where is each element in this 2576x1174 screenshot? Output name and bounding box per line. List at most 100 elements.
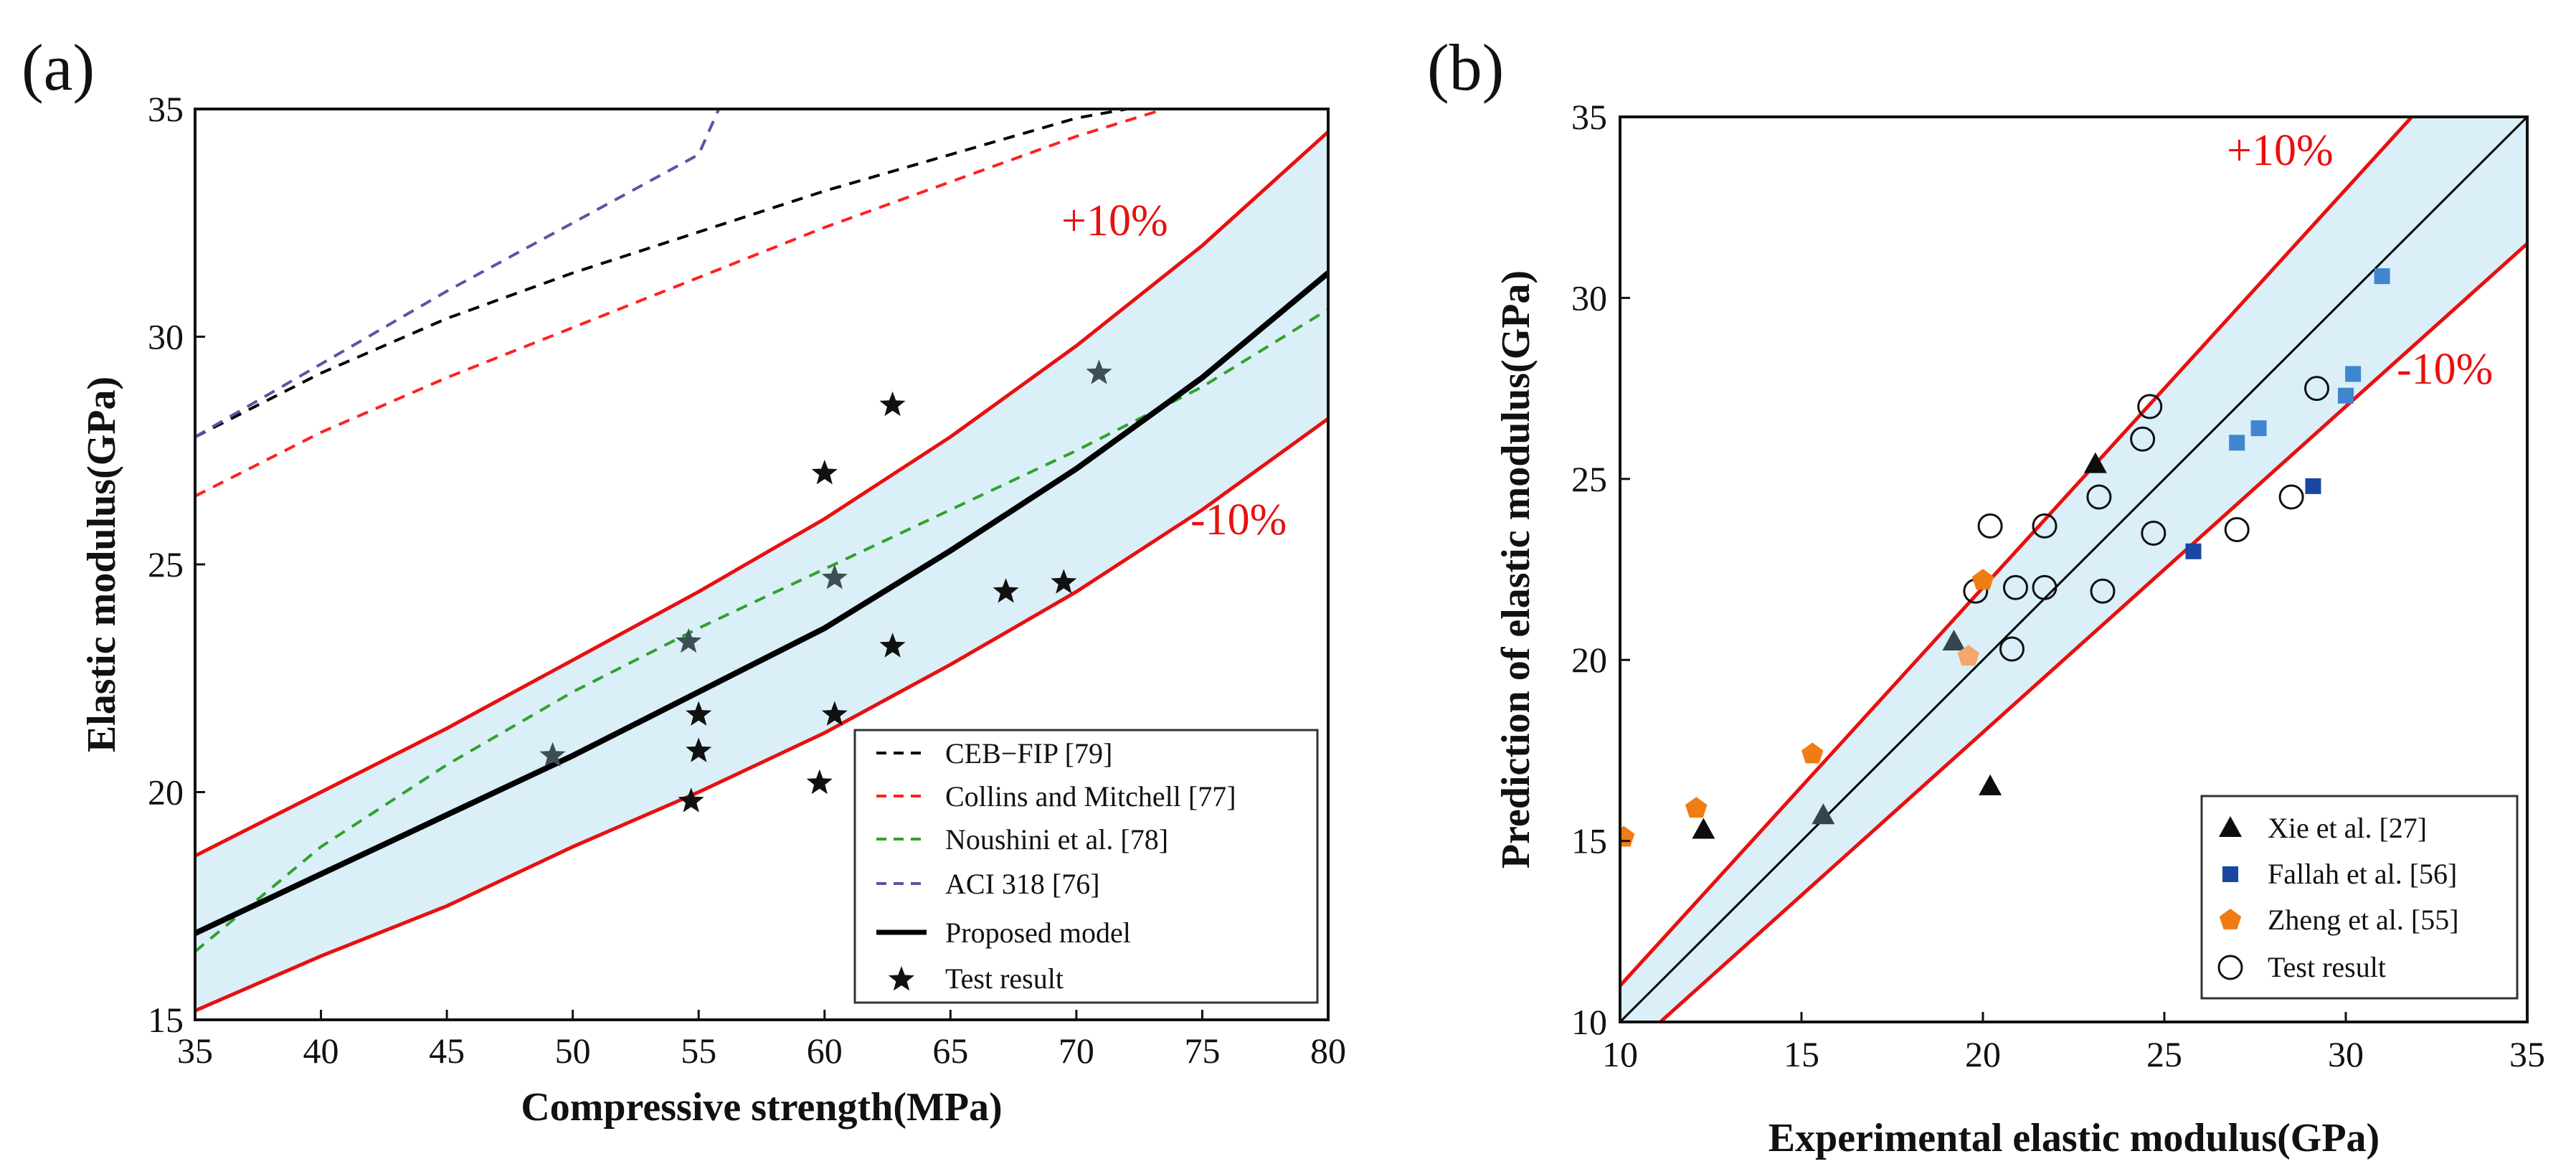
square-icon xyxy=(2222,866,2238,882)
triangle-icon xyxy=(2219,816,2242,837)
fallah-square xyxy=(2305,478,2321,494)
y-axis-title-b: Prediction of elastic modulus(GPa) xyxy=(1494,270,1538,868)
error-band-fill xyxy=(195,131,1328,1011)
scatter-points xyxy=(1620,268,2390,847)
y-tick-label-b: 10 xyxy=(1571,1002,1607,1042)
minus-10-percent-line xyxy=(195,417,1328,1013)
reference-line xyxy=(1620,117,2527,1022)
test-result-circle xyxy=(2278,484,2304,510)
test-result-points xyxy=(539,359,1112,813)
star-icon xyxy=(888,966,915,991)
x-tick-label-a: 65 xyxy=(932,1031,968,1071)
test-result-star xyxy=(676,628,702,653)
test-result-star xyxy=(686,737,712,762)
legend-label-test-result-a: Test result xyxy=(945,962,1064,995)
test-result-star xyxy=(879,633,906,658)
x-tick-label-a: 60 xyxy=(807,1031,843,1071)
panel-b-tag: (b) xyxy=(1427,31,1504,104)
fallah-square xyxy=(2250,420,2267,437)
zheng-pentagon xyxy=(1620,825,1635,847)
y-tick-label-b: 25 xyxy=(1571,459,1607,499)
test-result-star xyxy=(678,787,704,813)
test-result-circle xyxy=(1977,513,2003,539)
plus-10-percent-line-b xyxy=(1620,117,2415,988)
x-tick-label-b: 30 xyxy=(2328,1034,2364,1074)
y-axis-title-a: Elastic modulus(GPa) xyxy=(80,377,124,752)
test-result-star xyxy=(821,564,848,590)
y-tick-label-a: 30 xyxy=(148,317,184,357)
x-tick-label-a: 45 xyxy=(429,1031,465,1071)
x-ticks-b: 10 15 20 25 30 35 xyxy=(1602,1012,2545,1074)
test-result-star xyxy=(993,578,1019,603)
test-result-circle xyxy=(2137,394,2163,420)
xie-triangle xyxy=(2083,452,2107,473)
x-tick-label-a: 75 xyxy=(1184,1031,1220,1071)
y-tick-label-b: 30 xyxy=(1571,278,1607,318)
legend-b-markers xyxy=(2217,816,2243,980)
collins-mitchell-line xyxy=(195,109,1165,498)
y-tick-label-a: 25 xyxy=(148,544,184,584)
y-tick-label-a: 35 xyxy=(148,89,184,129)
proposed-model-line xyxy=(195,270,1328,937)
xie-triangle xyxy=(1812,803,1835,825)
zheng-pentagon xyxy=(1801,742,1824,764)
x-tick-label-b: 10 xyxy=(1602,1034,1638,1074)
minus-10-percent-line-b xyxy=(1657,242,2527,1022)
legend-label-zheng: Zheng et al. [55] xyxy=(2268,904,2459,936)
fallah-square xyxy=(2374,268,2390,285)
panel-a-tag: (a) xyxy=(22,31,95,104)
test-result-star xyxy=(1086,359,1112,384)
minus-10-label-a: -10% xyxy=(1190,496,1287,544)
legend-label-xie: Xie et al. [27] xyxy=(2268,812,2427,844)
legend-label-fallah: Fallah et al. [56] xyxy=(2268,858,2457,890)
test-result-star xyxy=(686,701,712,726)
y-ticks-b: 10 15 20 25 30 35 xyxy=(1571,97,1630,1042)
test-result-star xyxy=(879,391,906,417)
legend-a-box xyxy=(853,729,1319,1004)
circle-icon xyxy=(2217,955,2243,980)
xie-triangle xyxy=(1692,818,1715,839)
x-tick-label-a: 35 xyxy=(177,1031,213,1071)
y-tick-label-b: 15 xyxy=(1571,821,1607,861)
fallah-square xyxy=(2345,366,2362,382)
legend-label-noushini: Noushini et al. [78] xyxy=(945,823,1168,856)
plus-10-label-b: +10% xyxy=(2227,126,2334,175)
legend-label-test-result-b: Test result xyxy=(2268,951,2386,983)
x-tick-label-a: 55 xyxy=(681,1031,716,1071)
test-result-circle xyxy=(2130,426,2156,452)
x-tick-label-a: 70 xyxy=(1059,1031,1094,1071)
y-tick-label-a: 20 xyxy=(148,772,184,813)
test-result-circle xyxy=(2141,521,2167,546)
test-result-star xyxy=(1051,569,1077,594)
y-ticks-a: 15 20 25 30 35 xyxy=(148,89,205,1040)
fallah-square xyxy=(2338,387,2354,404)
legend-b-box xyxy=(2200,795,2519,1000)
legend-label-ceb-fip: CEB−FIP [79] xyxy=(945,737,1112,770)
plot-frame-b xyxy=(1619,115,2529,1023)
x-axis-title-a: Compressive strength(MPa) xyxy=(521,1085,1002,1130)
noushini-line xyxy=(195,308,1328,953)
plus-10-percent-line xyxy=(195,130,1328,858)
test-result-circle xyxy=(2032,574,2058,600)
plus-10-label-a: +10% xyxy=(1061,197,1168,245)
panel-a: (a) 35 40 45 50 55 60 65 70 75 80 15 20 25 30 35 +10%… xyxy=(22,31,1346,1130)
zheng-pentagon xyxy=(1971,569,1994,590)
minus-10-label-b: -10% xyxy=(2397,345,2493,394)
test-result-star xyxy=(806,769,833,795)
x-axis-title-b: Experimental elastic modulus(GPa) xyxy=(1768,1116,2380,1160)
test-result-circle xyxy=(2086,484,2112,510)
test-result-circle xyxy=(2090,578,2116,604)
fallah-square xyxy=(2229,435,2245,451)
x-tick-label-b: 25 xyxy=(2146,1034,2182,1074)
legend-a: CEB−FIP [79] Collins and Mitchell [77] N… xyxy=(853,729,1319,1004)
legend-label-collins: Collins and Mitchell [77] xyxy=(945,780,1236,813)
zheng-pentagon xyxy=(1957,645,1979,666)
test-result-star xyxy=(821,701,848,726)
test-result-circle xyxy=(2304,376,2330,402)
test-result-star xyxy=(811,460,838,485)
test-result-circle xyxy=(2032,513,2058,539)
x-tick-label-b: 20 xyxy=(1965,1034,2001,1074)
zheng-pentagon xyxy=(1685,797,1708,818)
fallah-square xyxy=(2185,543,2202,559)
